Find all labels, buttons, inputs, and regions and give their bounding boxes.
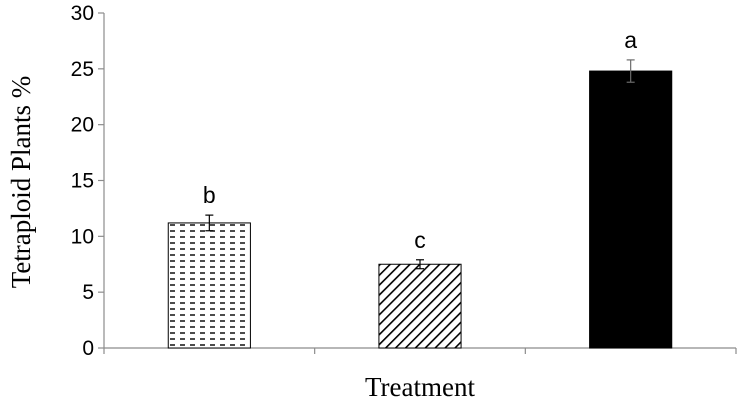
x-axis-title: Treatment: [365, 372, 475, 402]
bar: [589, 70, 673, 349]
y-tick-label: 25: [71, 58, 94, 81]
y-tick-label: 30: [71, 2, 94, 25]
y-tick-label: 0: [82, 337, 94, 360]
y-tick-label: 20: [71, 114, 94, 137]
significance-letter: a: [624, 27, 637, 53]
bar: [167, 222, 251, 349]
significance-letter: c: [414, 227, 426, 253]
bar: [378, 263, 462, 349]
y-tick-label: 5: [82, 281, 94, 304]
y-axis-title: Tetraploid Plants %: [6, 76, 36, 289]
y-tick-label: 10: [71, 225, 94, 248]
y-tick-label: 15: [71, 170, 94, 193]
significance-letter: b: [203, 182, 216, 208]
